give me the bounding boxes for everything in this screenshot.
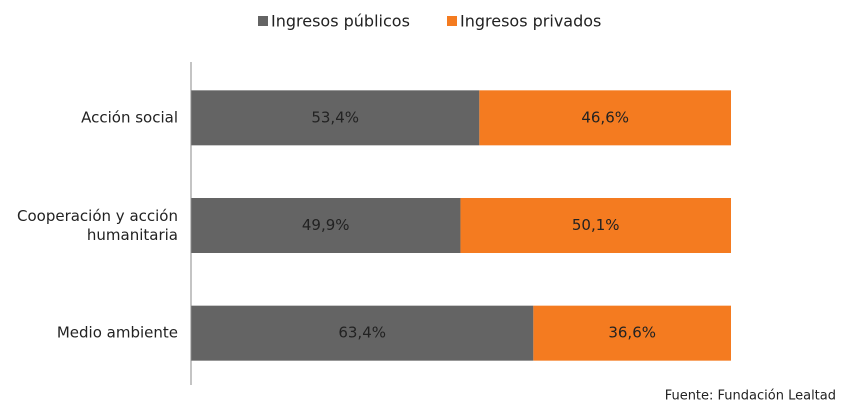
bar-segment (191, 305, 534, 361)
source: Fuente: Fundación Lealtad (665, 389, 836, 404)
legend-swatch (258, 16, 268, 26)
bar-segment (533, 305, 731, 361)
value-label: 53,4% (311, 108, 359, 126)
category-label: Acción social (81, 108, 178, 127)
legend-label: Ingresos públicos (271, 12, 410, 31)
category-label: Cooperación y acción humanitaria (17, 206, 178, 244)
value-label: 36,6% (608, 324, 656, 342)
bar-segment (191, 90, 480, 146)
bar-segment (479, 90, 731, 146)
value-label: 49,9% (302, 216, 350, 234)
bar-segment (460, 198, 731, 253)
value-label: 50,1% (572, 216, 620, 234)
bar-segment (191, 198, 461, 253)
value-label: 46,6% (581, 108, 629, 126)
category-label: Medio ambiente (56, 323, 178, 342)
legend-label: Ingresos privados (460, 12, 601, 31)
legend-swatch (447, 16, 457, 26)
value-label: 63,4% (338, 324, 386, 342)
